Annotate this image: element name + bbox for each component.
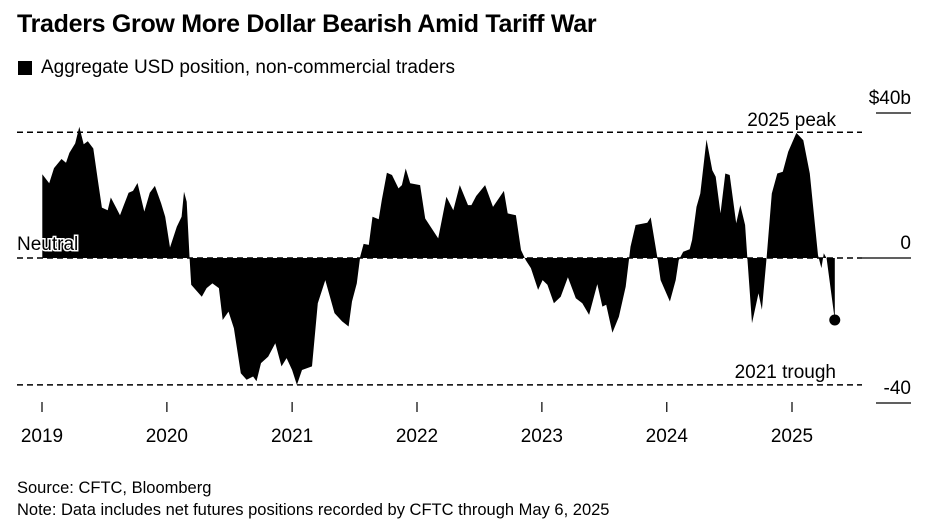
trough-label: 2021 trough xyxy=(735,362,836,383)
x-tick-label: 2021 xyxy=(271,426,313,447)
end-point-marker xyxy=(829,314,841,326)
footnote: Note: Data includes net futures position… xyxy=(17,501,610,519)
area-series xyxy=(42,126,835,385)
y-tick-label: 0 xyxy=(900,233,911,254)
legend-swatch xyxy=(18,61,32,75)
chart-title: Traders Grow More Dollar Bearish Amid Ta… xyxy=(17,10,597,38)
x-tick-label: 2025 xyxy=(771,426,813,447)
x-tick-label: 2023 xyxy=(521,426,563,447)
y-tick-label: $40b xyxy=(869,88,911,109)
x-tick-label: 2019 xyxy=(21,426,63,447)
neutral-label: Neutral xyxy=(17,234,78,255)
peak-label: 2025 peak xyxy=(747,110,836,131)
x-tick-label: 2022 xyxy=(396,426,438,447)
y-tick-label: -40 xyxy=(884,378,911,399)
legend-label: Aggregate USD position, non-commercial t… xyxy=(41,57,455,78)
x-tick-label: 2020 xyxy=(146,426,188,447)
legend: Aggregate USD position, non-commercial t… xyxy=(18,57,455,79)
x-tick-label: 2024 xyxy=(646,426,689,447)
source-note: Source: CFTC, Bloomberg xyxy=(17,479,212,497)
